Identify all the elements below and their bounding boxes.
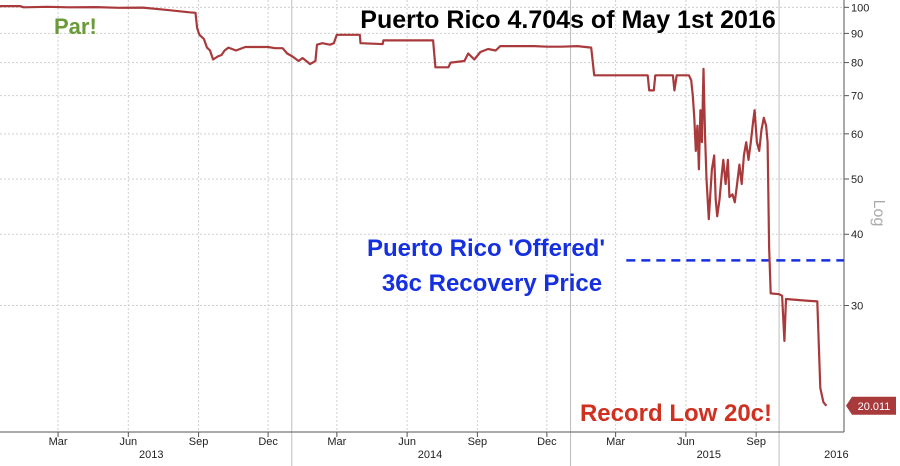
x-axis-year-labels: 2013 2014 2015 2016 (139, 449, 849, 461)
year-label: 2013 (139, 449, 163, 461)
offered-annotation-line1: Puerto Rico 'Offered' (367, 235, 605, 262)
y-tick-label: 50 (851, 174, 863, 186)
record-low-annotation: Record Low 20c! (580, 400, 772, 427)
y-tick-label: 30 (851, 300, 863, 312)
x-tick-label: Sep (189, 436, 209, 448)
par-annotation: Par! (54, 14, 97, 39)
log-scale-label: Log (870, 200, 887, 227)
x-tick-label: Mar (606, 436, 625, 448)
x-tick-label: Jun (677, 436, 695, 448)
price-series-line (0, 5, 828, 407)
chart-title: Puerto Rico 4.704s of May 1st 2016 (360, 6, 775, 34)
grid-lines (0, 0, 844, 432)
y-axis-ticks: 30 40 50 60 70 80 90 100 (844, 2, 869, 312)
y-tick-label: 40 (851, 229, 863, 241)
year-label: 2014 (418, 449, 442, 461)
year-label: 2015 (697, 449, 721, 461)
x-tick-label: Sep (746, 436, 766, 448)
y-tick-label: 80 (851, 58, 863, 70)
y-tick-label: 60 (851, 129, 863, 141)
x-axis-ticks: Mar Jun Sep Dec Mar Jun Sep Dec Mar Jun Sep (49, 432, 766, 448)
y-tick-label: 100 (851, 2, 869, 14)
year-label: 2016 (824, 449, 848, 461)
x-tick-label: Dec (537, 436, 557, 448)
y-tick-label: 90 (851, 28, 863, 40)
x-tick-label: Jun (398, 436, 416, 448)
x-tick-label: Mar (49, 436, 68, 448)
last-value-badge: 20.011 (846, 396, 896, 415)
x-tick-label: Dec (258, 436, 278, 448)
x-tick-label: Jun (119, 436, 137, 448)
x-tick-label: Mar (327, 436, 346, 448)
x-tick-label: Sep (468, 436, 488, 448)
year-dividers (291, 0, 780, 466)
last-value-badge-shape (846, 396, 896, 415)
last-value-label: 20.011 (858, 401, 891, 413)
y-tick-label: 70 (851, 91, 863, 103)
offered-annotation-line2: 36c Recovery Price (382, 270, 602, 297)
